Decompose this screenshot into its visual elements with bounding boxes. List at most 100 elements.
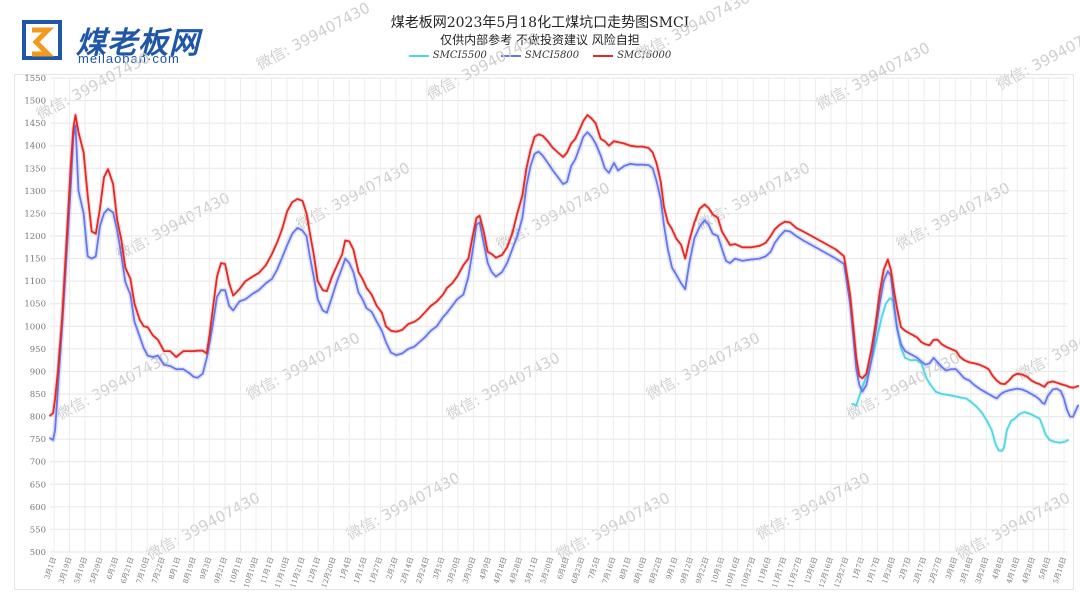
x-tick-label: 11月17日	[771, 556, 788, 589]
x-tick-label: 8月19日	[182, 556, 198, 585]
y-tick-label: 1200	[24, 232, 46, 242]
watermark-text: 微信: 399407430	[443, 349, 562, 424]
x-tick-label: 12月6日	[803, 556, 819, 585]
y-tick-label: 1050	[24, 300, 46, 310]
x-tick-label: 10月27日	[740, 556, 757, 589]
x-tick-label: 2月27日	[928, 556, 944, 585]
x-tick-label: 1月28日	[881, 556, 897, 585]
chart-legend: SMCI5500 SMCI5800 SMCI6000	[0, 50, 1080, 61]
watermark-text: 微信: 399407430	[423, 29, 542, 104]
y-tick-label: 1000	[24, 322, 46, 332]
x-tick-label: 4月18日	[1005, 556, 1021, 585]
legend-item-smci6000: SMCI6000	[593, 50, 671, 61]
x-tick-label: 8月1日	[168, 556, 183, 580]
x-tick-label: 5月19日	[73, 556, 89, 585]
y-tick-label: 500	[30, 548, 46, 558]
x-tick-label: 4月8日	[991, 556, 1006, 580]
x-tick-label: 3月19日	[57, 556, 73, 585]
x-tick-label: 10月1日	[228, 556, 244, 585]
series-line-smci5800	[49, 124, 1080, 441]
x-tick-label: 3月30日	[461, 556, 477, 585]
brand-logo: 煤老板网 meilaoban·com	[22, 18, 242, 68]
x-tick-label: 1月4日	[338, 556, 353, 580]
x-tick-label: 5月20日	[539, 556, 555, 585]
x-tick-label: 9月22日	[694, 556, 710, 585]
y-tick-label: 650	[30, 480, 46, 490]
x-tick-label: 11月6日	[757, 556, 773, 585]
y-tick-label: 550	[30, 525, 46, 535]
x-tick-label: 10月16日	[724, 556, 741, 589]
x-tick-label: 10月5日	[710, 556, 726, 585]
x-tick-label: 2月3日	[385, 556, 400, 580]
x-tick-label: 7月16日	[601, 556, 617, 585]
x-tick-label: 3月8日	[944, 556, 959, 580]
watermark-text: 微信: 399407430	[633, 0, 752, 64]
series-line-smci6000	[49, 114, 1080, 417]
y-tick-label: 1100	[24, 277, 46, 287]
x-tick-label: 1月27日	[368, 556, 384, 585]
x-tick-label: 2月14日	[399, 556, 415, 585]
x-tick-label: 3月1日	[43, 556, 58, 580]
x-tick-label: 9月3日	[199, 556, 214, 580]
brand-name: 煤老板网	[76, 26, 200, 61]
watermark-text: 微信: 399407430	[293, 159, 412, 234]
watermark-text: 微信: 399407430	[253, 0, 372, 74]
x-tick-label: 4月28日	[508, 556, 524, 585]
x-tick-label: 2月24日	[415, 556, 431, 585]
legend-swatch-smci5800	[500, 54, 521, 57]
watermark-text: 微信: 399407430	[893, 179, 1012, 254]
brand-domain: meilaoban·com	[78, 51, 180, 66]
y-tick-label: 1300	[24, 187, 46, 197]
x-tick-label: 3月5日	[432, 556, 447, 580]
legend-swatch-smci5500	[408, 54, 429, 57]
x-tick-label: 5月29日	[88, 556, 104, 585]
legend-item-smci5500: SMCI5500	[408, 50, 487, 61]
watermark-text: 微信: 399407430	[1013, 309, 1080, 384]
watermark-text: 微信: 399407430	[493, 179, 612, 254]
x-tick-label: 1月17日	[865, 556, 881, 585]
x-tick-label: 11月27日	[786, 556, 803, 589]
brand-mark-icon	[22, 20, 62, 60]
y-tick-label: 1250	[24, 209, 46, 219]
x-tick-label: 4月9日	[478, 556, 493, 580]
y-tick-label: 900	[30, 367, 46, 377]
x-tick-label: 12月1日	[306, 556, 322, 585]
x-tick-label: 9月12日	[679, 556, 695, 585]
x-tick-label: 2月17日	[912, 556, 928, 585]
x-tick-label: 7月5日	[587, 556, 602, 580]
x-tick-label: 5月18日	[1052, 556, 1068, 585]
watermark-text: 微信: 399407430	[243, 329, 362, 404]
x-tick-label: 11月1日	[259, 556, 275, 585]
y-tick-label: 1550	[24, 74, 46, 84]
x-tick-label: 10月19日	[242, 556, 259, 589]
x-tick-label: 11月10日	[274, 556, 291, 589]
x-tick-label: 9月1日	[665, 556, 680, 580]
x-tick-label: 6月21日	[120, 556, 136, 585]
y-tick-label: 850	[30, 390, 46, 400]
x-tick-label: 5月8日	[1038, 556, 1053, 580]
y-tick-label: 1350	[24, 164, 46, 174]
legend-item-smci5800: SMCI5800	[500, 50, 579, 61]
x-tick-label: 7月10日	[135, 556, 151, 585]
watermark-text: 微信: 399407430	[53, 349, 172, 424]
x-tick-label: 9月21日	[213, 556, 229, 585]
watermark-text: 微信: 399407430	[643, 329, 762, 404]
legend-swatch-smci6000	[593, 54, 614, 57]
x-tick-label: 8月10日	[632, 556, 648, 585]
x-tick-label: 3月20日	[446, 556, 462, 585]
y-tick-label: 800	[30, 413, 46, 423]
watermark-text: 微信: 399407430	[993, 19, 1080, 94]
x-tick-label: 12月27日	[833, 556, 850, 589]
y-tick-label: 1450	[24, 119, 46, 129]
x-tick-label: 11月21日	[289, 556, 306, 589]
y-tick-label: 1400	[24, 142, 46, 152]
x-tick-label: 6月23日	[570, 556, 586, 585]
legend-label-smci5500: SMCI5500	[432, 50, 487, 61]
watermark-text: 微信: 399407430	[33, 49, 152, 124]
chart-title: 煤老板网2023年5月18化工煤坑口走势图SMCI	[390, 15, 690, 31]
watermark-text: 微信: 399407430	[753, 469, 872, 544]
x-tick-label: 5月11日	[524, 556, 540, 585]
x-tick-label: 4月28日	[1021, 556, 1037, 585]
x-tick-label: 1月7日	[851, 556, 866, 580]
